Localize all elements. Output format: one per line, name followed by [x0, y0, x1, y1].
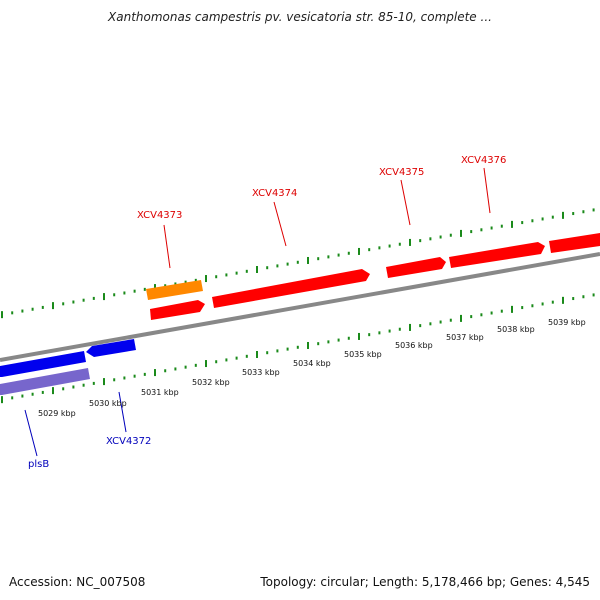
gene-XCV4374[interactable] — [212, 269, 370, 308]
gene-XCV4376[interactable] — [449, 242, 545, 268]
tick-marks — [1, 208, 595, 404]
scale-label-5034: 5034 kbp — [293, 359, 331, 368]
gene-plsB-feature[interactable] — [0, 368, 90, 395]
gene-label-plsB[interactable]: plsB — [28, 459, 49, 470]
scale-label-5033: 5033 kbp — [242, 368, 280, 377]
scale-label-5035: 5035 kbp — [344, 350, 382, 359]
label-line-XCV4376 — [483, 167, 491, 214]
gene-label-XCV4372[interactable]: XCV4372 — [106, 436, 151, 447]
gene-label-XCV4373[interactable]: XCV4373 — [137, 210, 182, 221]
scale-label-5030: 5030 kbp — [89, 399, 127, 408]
genome-backbone — [0, 252, 600, 362]
gene-label-XCV4376[interactable]: XCV4376 — [461, 155, 506, 166]
gene-plsB[interactable] — [0, 351, 86, 377]
label-line-plsB — [24, 409, 38, 457]
gene-XCV4372[interactable] — [86, 339, 136, 357]
gene-XCV4375[interactable] — [386, 257, 446, 278]
scale-label-5038: 5038 kbp — [497, 325, 535, 334]
label-line-XCV4372 — [118, 391, 127, 433]
gene-XCV4377[interactable] — [549, 233, 600, 253]
scale-label-5029: 5029 kbp — [38, 409, 76, 418]
label-line-XCV4375 — [400, 179, 411, 226]
label-line-XCV4374 — [273, 201, 287, 247]
genome-summary: Topology: circular; Length: 5,178,466 bp… — [260, 575, 590, 589]
scale-label-5031: 5031 kbp — [141, 388, 179, 397]
scale-label-5037: 5037 kbp — [446, 333, 484, 342]
gene-label-XCV4374[interactable]: XCV4374 — [252, 188, 297, 199]
accession-label: Accession: NC_007508 — [9, 575, 146, 589]
gene-XCV4373-feature[interactable] — [146, 280, 203, 300]
gene-XCV4373[interactable] — [150, 300, 205, 320]
map-title: Xanthomonas campestris pv. vesicatoria s… — [108, 10, 492, 24]
scale-label-5036: 5036 kbp — [395, 341, 433, 350]
scale-label-5032: 5032 kbp — [192, 378, 230, 387]
scale-label-5039: 5039 kbp — [548, 318, 586, 327]
label-line-XCV4373 — [163, 224, 171, 269]
gene-label-XCV4375[interactable]: XCV4375 — [379, 167, 424, 178]
